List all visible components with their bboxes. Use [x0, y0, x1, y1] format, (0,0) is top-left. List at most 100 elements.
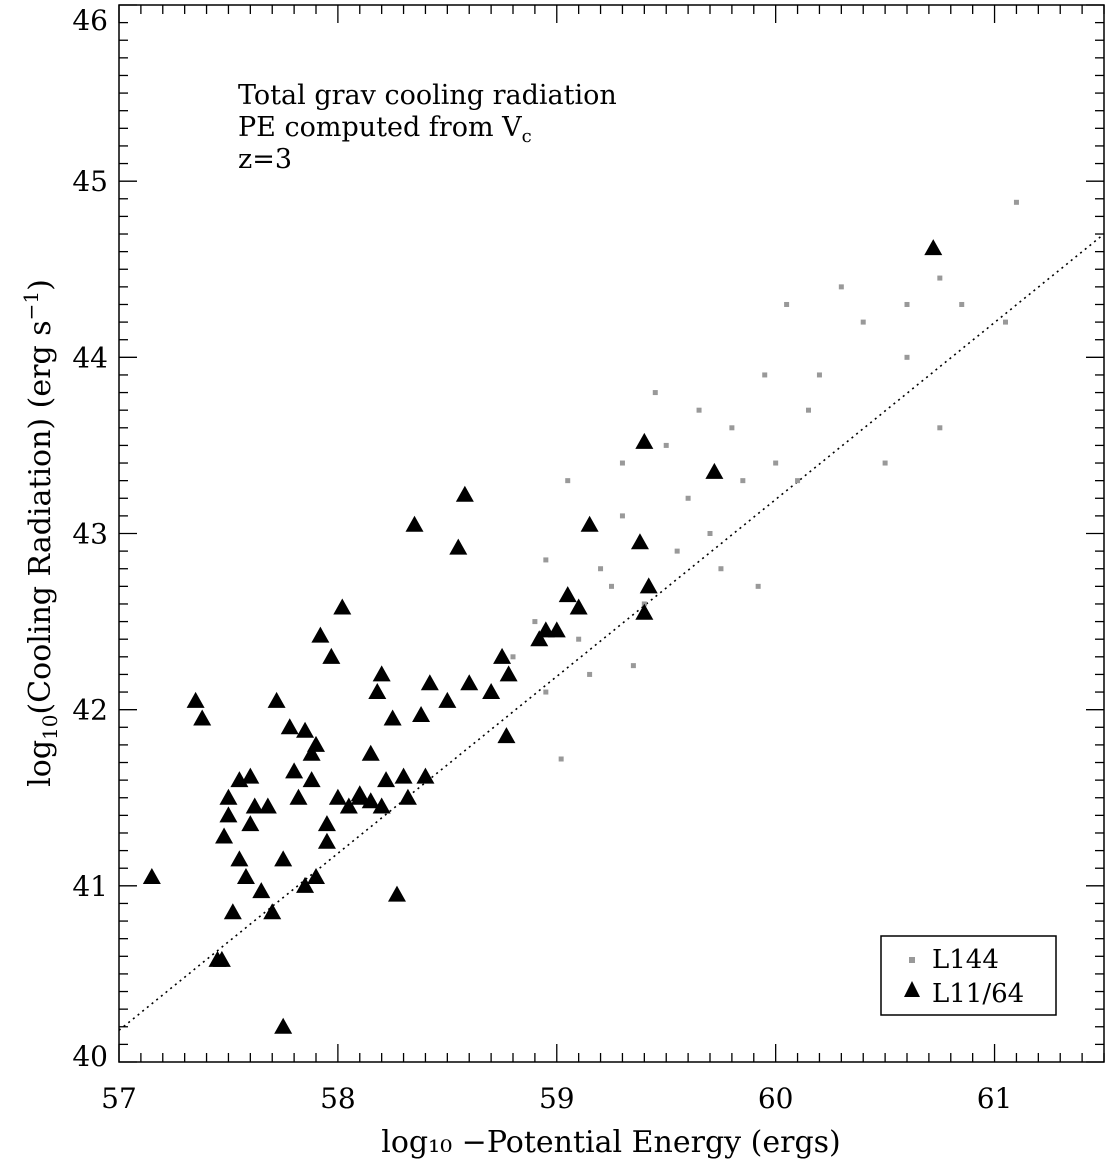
- data-point-l11-64: [497, 727, 516, 744]
- data-point-l144: [773, 460, 779, 466]
- data-point-l144: [696, 407, 702, 413]
- data-point-l144: [510, 654, 516, 660]
- data-point-l11-64: [328, 788, 347, 805]
- data-point-l144: [937, 425, 943, 431]
- data-point-l144: [959, 301, 965, 307]
- data-point-l144: [576, 636, 582, 642]
- data-point-l11-64: [420, 674, 439, 691]
- data-point-l11-64: [241, 815, 260, 832]
- data-point-l11-64: [558, 586, 577, 603]
- data-point-l11-64: [412, 705, 431, 722]
- x-tick-label: 57: [101, 1082, 137, 1115]
- data-point-l144: [630, 663, 636, 669]
- y-tick-label: 40: [72, 1040, 108, 1073]
- data-point-l11-64: [193, 709, 212, 726]
- data-point-l11-64: [236, 868, 255, 885]
- x-tick-label: 59: [539, 1082, 575, 1115]
- annotation-line-3: z=3: [238, 144, 292, 175]
- data-point-l144: [619, 513, 625, 519]
- data-point-l144: [558, 756, 564, 762]
- data-point-l11-64: [252, 882, 271, 899]
- data-point-l11-64: [322, 647, 341, 664]
- data-point-l11-64: [285, 762, 304, 779]
- data-point-l144: [806, 407, 811, 413]
- axis-ticks: [118, 4, 1105, 1063]
- legend-marker-l11-64: [904, 981, 920, 997]
- legend: L144 L11/64: [880, 935, 1057, 1016]
- data-point-l11-64: [639, 577, 658, 594]
- data-point-l11-64: [142, 868, 161, 885]
- data-point-l144: [663, 442, 669, 448]
- data-point-l11-64: [219, 806, 238, 823]
- data-point-l11-64: [339, 797, 358, 814]
- data-point-l144: [740, 478, 746, 484]
- data-point-l144: [795, 478, 801, 484]
- data-point-l144: [729, 425, 735, 431]
- y-tick-label: 43: [72, 518, 108, 551]
- data-point-l144: [609, 583, 614, 589]
- data-point-l11-64: [387, 885, 406, 902]
- data-point-l11-64: [267, 691, 286, 708]
- y-axis-title-close: ): [23, 279, 58, 291]
- y-tick-label: 44: [72, 341, 108, 374]
- data-point-l11-64: [455, 485, 474, 502]
- data-point-l11-64: [302, 771, 321, 788]
- annotation-line-2: PE computed from Vc: [238, 112, 532, 147]
- data-point-l11-64: [289, 788, 308, 805]
- annotation-line-2-text: PE computed from V: [238, 112, 522, 143]
- data-point-l144: [543, 557, 549, 563]
- y-tick-labels: 40 41 42 43 44 45 46: [72, 4, 108, 1073]
- x-tick-label: 60: [758, 1082, 794, 1115]
- data-point-l144: [860, 319, 866, 325]
- data-point-l11-64: [230, 850, 249, 867]
- data-point-l144: [1013, 199, 1019, 205]
- data-point-l11-64: [530, 630, 549, 647]
- data-point-l144: [718, 566, 724, 572]
- data-point-l11-64: [394, 767, 413, 784]
- data-point-l11-64: [186, 691, 205, 708]
- data-point-l11-64: [361, 792, 380, 809]
- data-point-l144: [707, 531, 713, 536]
- data-point-l144: [619, 460, 625, 466]
- data-point-l11-64: [438, 691, 457, 708]
- data-point-l144: [652, 390, 658, 396]
- y-axis-title-sup: −1: [19, 291, 43, 320]
- data-point-l144: [532, 619, 538, 625]
- data-point-l11-64: [274, 850, 293, 867]
- data-point-l11-64: [307, 868, 325, 885]
- data-point-l11-64: [416, 767, 435, 784]
- legend-marker-l144: [909, 957, 915, 963]
- data-point-l11-64: [258, 797, 277, 814]
- data-point-l11-64: [368, 683, 387, 700]
- y-axis-title: log10(Cooling Radiation) (erg s−1): [19, 279, 62, 787]
- data-point-l11-64: [377, 771, 396, 788]
- data-point-l144: [882, 460, 888, 466]
- data-point-l11-64: [296, 721, 315, 738]
- x-tick-label: 58: [320, 1082, 356, 1115]
- data-point-l144: [816, 372, 822, 378]
- data-point-l11-64: [223, 903, 242, 920]
- data-point-l144: [784, 301, 790, 307]
- data-point-l11-64: [398, 788, 417, 805]
- legend-box: [880, 935, 1057, 1016]
- data-point-l11-64: [280, 718, 299, 735]
- data-point-l11-64: [482, 683, 501, 700]
- data-point-l11-64: [274, 1017, 293, 1034]
- annotation-subscript: c: [522, 126, 532, 147]
- legend-label-l11-64: L11/64: [932, 979, 1024, 1009]
- data-point-l144: [904, 354, 910, 360]
- data-point-l11-64: [317, 832, 336, 849]
- data-point-l144: [598, 566, 604, 572]
- y-tick-label: 45: [72, 165, 108, 198]
- data-point-l144: [565, 478, 571, 484]
- reference-dotted-line: [118, 233, 1105, 1031]
- data-point-l11-64: [317, 815, 336, 832]
- data-point-l144: [587, 671, 593, 677]
- data-point-l11-64: [372, 665, 391, 682]
- data-point-l11-64: [333, 598, 352, 615]
- data-point-l144: [755, 583, 761, 589]
- data-point-l144: [1003, 319, 1008, 325]
- data-point-l11-64: [383, 709, 402, 726]
- series-l11-64: [142, 239, 943, 1034]
